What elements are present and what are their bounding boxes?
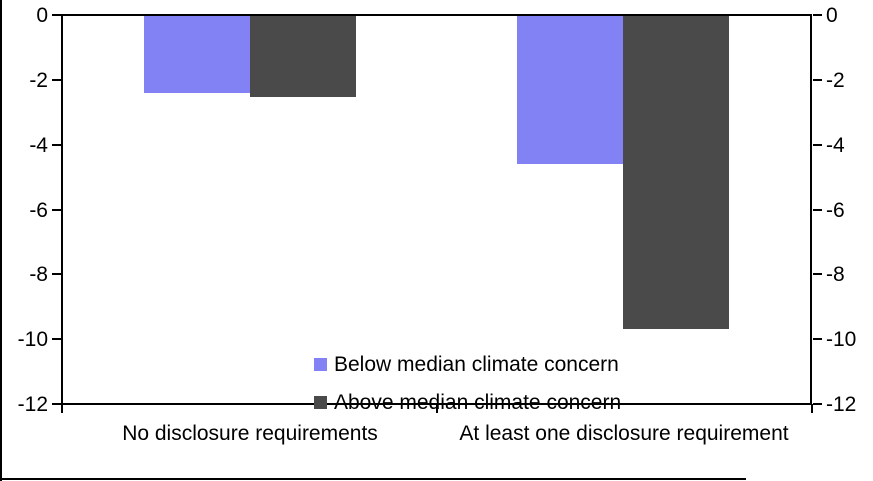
category-axis-tick xyxy=(436,404,438,413)
left-axis-tick xyxy=(52,273,61,276)
left-axis-tick xyxy=(52,403,61,405)
category-axis-tick xyxy=(811,404,813,413)
image-border-bottom xyxy=(0,478,746,480)
legend-label-below-median: Below median climate concern xyxy=(334,352,619,376)
bar-above-median-cat1 xyxy=(623,16,730,329)
right-axis-tick xyxy=(813,338,822,341)
left-axis-tick-label: -2 xyxy=(29,68,48,92)
left-axis-tick xyxy=(52,208,61,211)
left-axis-tick-label: -12 xyxy=(17,393,48,416)
bar-below-median-cat1 xyxy=(517,16,624,165)
left-axis-tick xyxy=(52,143,61,146)
right-axis-tick-label: -4 xyxy=(826,133,845,157)
bar-above-median-cat0 xyxy=(249,16,356,97)
right-axis-tick-label: -2 xyxy=(826,68,845,92)
right-axis-tick xyxy=(813,14,822,16)
left-axis-tick-label: -4 xyxy=(29,133,48,157)
legend-swatch-above-median xyxy=(314,396,327,409)
left-axis-tick-label: 0 xyxy=(36,4,48,27)
right-axis-tick xyxy=(813,208,822,211)
right-axis-tick xyxy=(813,273,822,276)
right-axis-tick xyxy=(813,78,822,81)
category-axis-tick xyxy=(61,404,63,413)
category-label-at-least-one: At least one disclosure requirement xyxy=(459,422,789,445)
right-axis-tick-label: -12 xyxy=(826,393,857,416)
right-axis-tick-label: -6 xyxy=(826,198,845,222)
category-label-no-disclosure: No disclosure requirements xyxy=(122,422,378,445)
right-axis-tick xyxy=(813,143,822,146)
legend-item-below-median: Below median climate concern xyxy=(314,352,621,377)
image-border-left xyxy=(0,0,2,481)
left-axis-tick xyxy=(52,338,61,341)
plot-area: Below median climate concern Above media… xyxy=(61,14,812,414)
right-axis-tick xyxy=(813,403,822,405)
left-axis-tick xyxy=(52,78,61,81)
right-axis-tick-label: -8 xyxy=(826,263,845,287)
legend-item-above-median: Above median climate concern xyxy=(314,390,621,415)
legend-swatch-below-median xyxy=(314,358,327,371)
legend: Below median climate concern Above media… xyxy=(314,352,621,428)
right-axis-tick-label: -10 xyxy=(826,328,857,352)
right-axis-tick-label: 0 xyxy=(826,4,838,27)
left-axis-tick-label: -8 xyxy=(29,263,48,287)
bar-below-median-cat0 xyxy=(143,16,250,94)
legend-label-above-median: Above median climate concern xyxy=(334,390,622,414)
left-axis-tick-label: -6 xyxy=(29,198,48,222)
left-axis-tick xyxy=(52,14,61,16)
left-axis-tick-label: -10 xyxy=(17,328,48,352)
